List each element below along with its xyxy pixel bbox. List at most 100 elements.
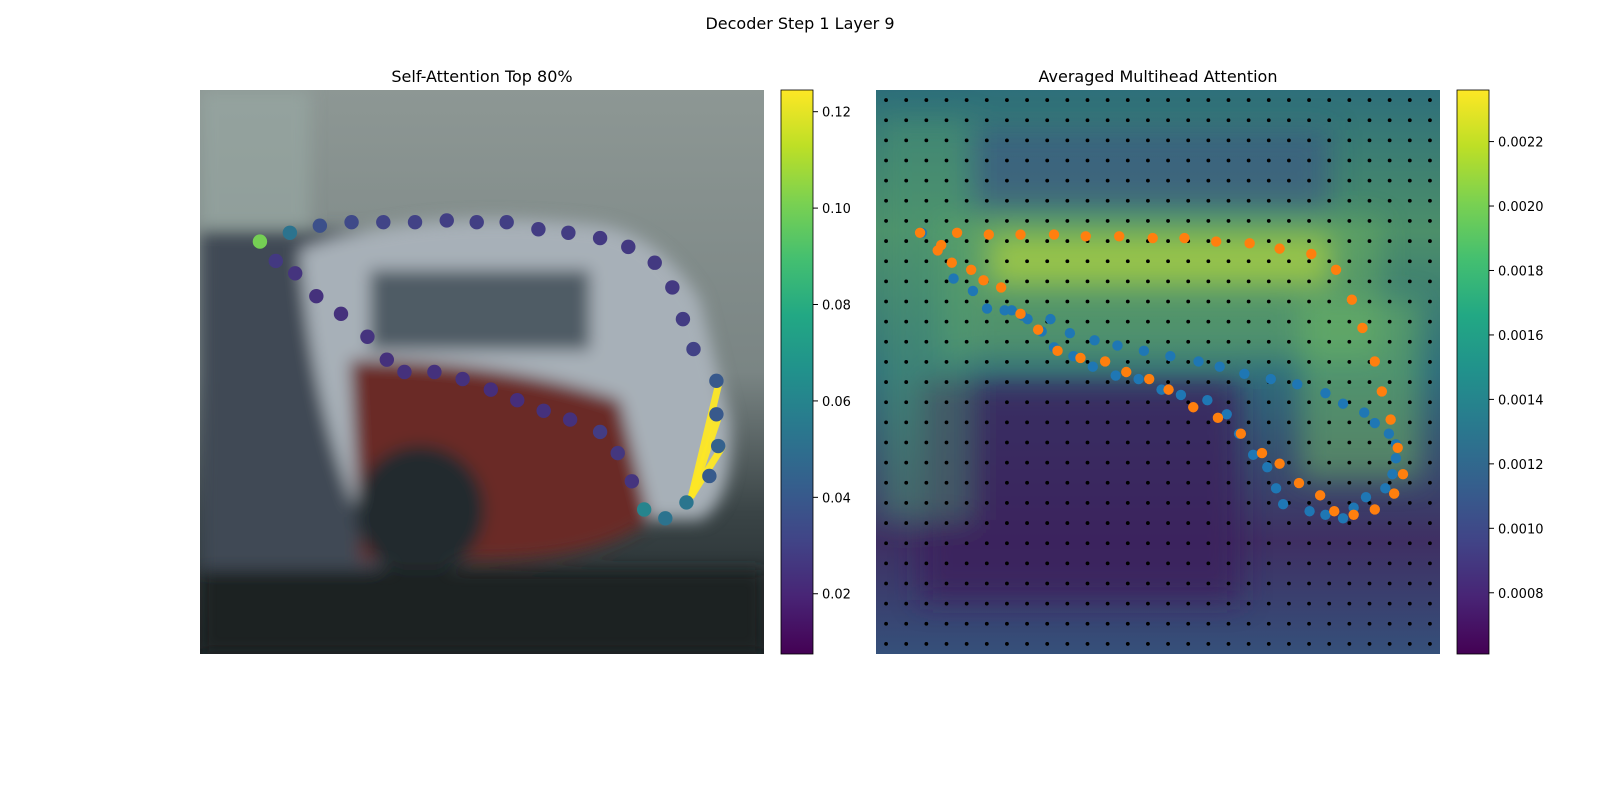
grid-dot — [1387, 158, 1392, 163]
grid-dot — [1287, 178, 1291, 183]
grid-dot — [1287, 279, 1291, 284]
grid-dot — [1327, 118, 1332, 123]
grid-dot — [1186, 642, 1191, 646]
orange-point — [946, 257, 957, 268]
grid-dot — [884, 621, 888, 626]
grid-dot — [924, 219, 929, 223]
grid-dot — [1146, 118, 1150, 123]
grid-dot — [984, 178, 989, 183]
grid-dot — [924, 480, 929, 485]
grid-dot — [1146, 440, 1150, 445]
grid-dot — [1065, 158, 1070, 163]
grid-dot — [1146, 460, 1150, 465]
grid-dot — [984, 581, 989, 586]
orange-point — [1080, 231, 1091, 242]
grid-dot — [1387, 259, 1392, 264]
grid-dot — [1045, 138, 1050, 143]
grid-dot — [1266, 279, 1271, 284]
grid-dot — [1428, 98, 1432, 102]
blue-point — [1165, 350, 1176, 362]
grid-dot — [904, 380, 909, 384]
grid-dot — [1206, 480, 1211, 485]
grid-dot — [1125, 440, 1130, 445]
grid-dot — [904, 360, 909, 364]
grid-dot — [944, 541, 949, 546]
grid-dot — [1266, 178, 1271, 183]
grid-dot — [1226, 601, 1231, 606]
blue-point — [1112, 340, 1123, 351]
grid-dot — [1266, 98, 1271, 102]
grid-dot — [964, 621, 969, 626]
grid-dot — [1226, 219, 1231, 223]
grid-dot — [1085, 561, 1090, 566]
attention-point — [510, 393, 525, 408]
grid-dot — [1045, 561, 1050, 566]
orange-point — [1369, 356, 1380, 367]
blue-point — [1133, 373, 1144, 385]
grid-dot — [944, 581, 949, 586]
grid-dot — [1347, 319, 1352, 324]
grid-dot — [1327, 541, 1332, 546]
grid-dot — [1065, 420, 1070, 425]
grid-dot — [984, 541, 989, 546]
right-colorbar: 0.0008 0.0010 0.0012 0.0014 0.0016 0.0018 0.00… — [1456, 89, 1544, 655]
grid-dot — [884, 239, 888, 243]
self-attention-panel: Self-Attention Top 80% 0.020.040.060.080… — [200, 67, 851, 655]
grid-dot — [1347, 259, 1352, 264]
grid-dot — [1246, 621, 1251, 626]
grid-dot — [1367, 440, 1372, 445]
multihead-attention-panel: Averaged Multihead Attention 0.0008 0.001… — [876, 67, 1544, 655]
grid-dot — [1166, 541, 1170, 546]
grid-dot — [1428, 460, 1432, 465]
grid-dot — [1206, 178, 1211, 183]
grid-dot — [1287, 642, 1291, 646]
orange-point — [1212, 412, 1224, 424]
grid-dot — [1387, 621, 1392, 626]
grid-dot — [1085, 138, 1090, 143]
blue-point — [1383, 428, 1395, 439]
blue-point — [1292, 379, 1303, 390]
grid-dot — [984, 561, 989, 566]
grid-dot — [1307, 420, 1311, 425]
grid-dot — [1125, 642, 1130, 646]
orange-point — [1188, 402, 1199, 413]
grid-dot — [1125, 279, 1130, 284]
attention-point — [427, 364, 442, 380]
grid-dot — [1186, 98, 1191, 102]
grid-dot — [944, 521, 949, 525]
grid-dot — [1246, 279, 1251, 284]
grid-dot — [1025, 138, 1029, 143]
blue-point — [1262, 461, 1273, 473]
grid-dot — [1065, 339, 1070, 344]
grid-dot — [904, 239, 909, 243]
grid-dot — [924, 339, 929, 344]
grid-dot — [1307, 360, 1311, 364]
grid-dot — [1367, 98, 1372, 102]
grid-dot — [1206, 541, 1211, 546]
grid-dot — [1085, 319, 1090, 324]
grid-dot — [1125, 339, 1130, 344]
orange-point — [1163, 384, 1174, 395]
grid-dot — [1025, 601, 1029, 606]
grid-dot — [1166, 480, 1170, 485]
grid-dot — [1287, 420, 1291, 425]
grid-dot — [1387, 98, 1392, 102]
grid-dot — [1125, 621, 1130, 626]
blue-point — [1277, 498, 1289, 510]
grid-dot — [1045, 380, 1050, 384]
grid-dot — [1367, 279, 1372, 284]
grid-dot — [984, 138, 989, 143]
grid-dot — [984, 380, 989, 384]
grid-dot — [1085, 601, 1090, 606]
grid-dot — [1347, 440, 1352, 445]
grid-dot — [1105, 319, 1110, 324]
grid-dot — [1125, 521, 1130, 525]
grid-dot — [884, 339, 888, 344]
grid-dot — [1206, 460, 1211, 465]
grid-dot — [1387, 400, 1392, 405]
grid-dot — [1065, 440, 1070, 445]
grid-dot — [1407, 501, 1412, 505]
grid-dot — [1387, 239, 1392, 243]
grid-dot — [1387, 299, 1392, 304]
grid-dot — [984, 420, 989, 425]
